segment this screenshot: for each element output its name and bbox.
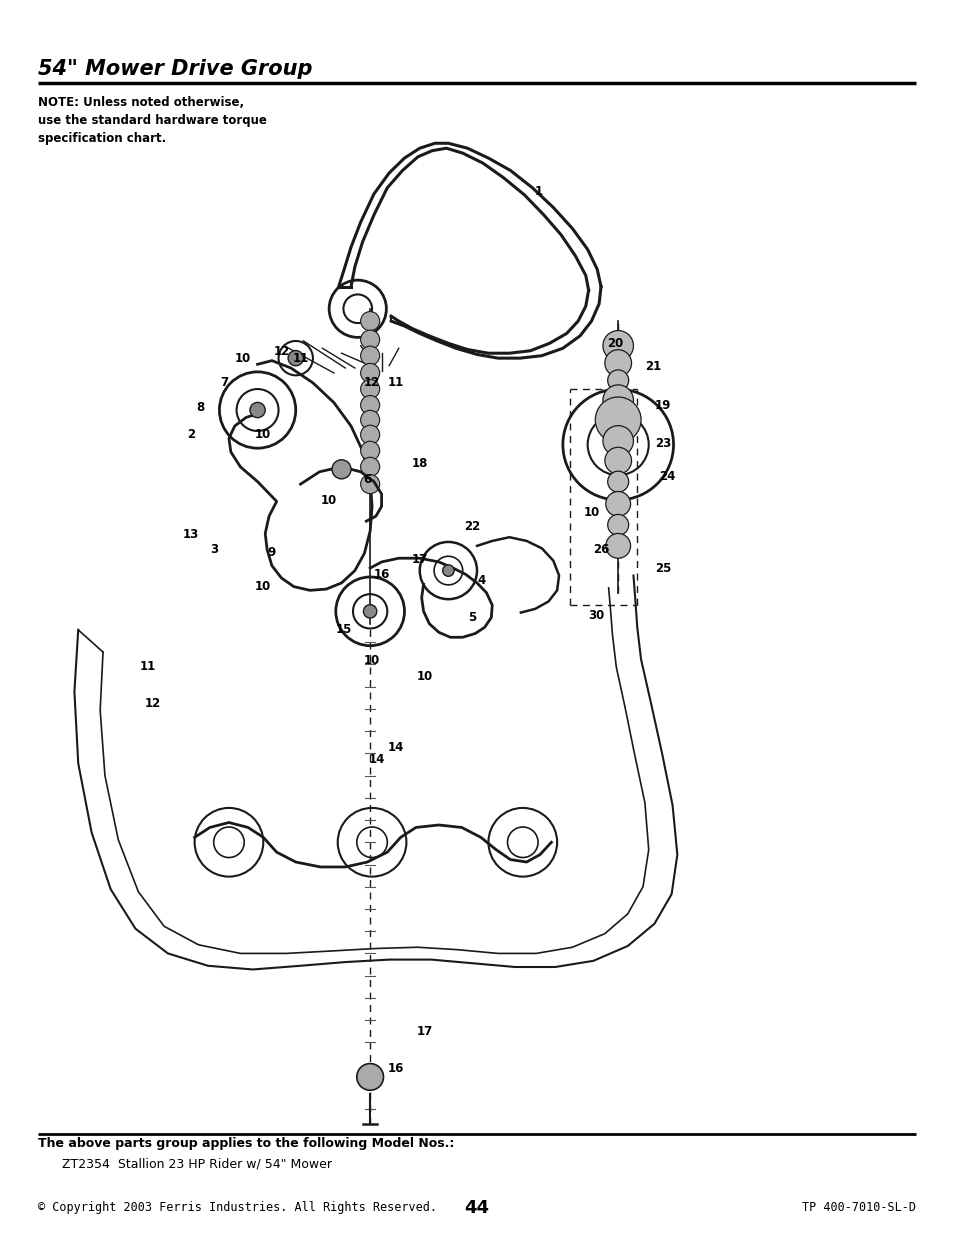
Ellipse shape [595,396,640,443]
Text: 7: 7 [220,377,228,389]
Text: 10: 10 [582,506,599,519]
Text: 5: 5 [468,611,476,624]
Ellipse shape [608,435,627,454]
Text: 20: 20 [606,337,623,350]
Text: 25: 25 [654,562,671,574]
Ellipse shape [360,457,379,477]
Ellipse shape [360,425,379,445]
Ellipse shape [356,1063,383,1091]
Text: 12: 12 [144,698,161,710]
Text: 17: 17 [416,1025,433,1037]
Ellipse shape [602,426,633,456]
Ellipse shape [605,534,630,558]
Ellipse shape [604,447,631,474]
Text: 23: 23 [654,437,671,450]
Ellipse shape [602,331,633,361]
Text: 8: 8 [196,401,204,414]
Text: 21: 21 [644,361,661,373]
Text: 24: 24 [659,471,676,483]
Text: 14: 14 [387,741,404,753]
Text: 3: 3 [211,543,218,556]
Ellipse shape [360,441,379,461]
Ellipse shape [607,472,628,492]
Text: 14: 14 [368,753,385,766]
Ellipse shape [605,492,630,516]
Ellipse shape [360,346,379,366]
Text: 2: 2 [187,429,194,441]
Text: 17: 17 [411,553,428,566]
Text: 12: 12 [273,346,290,358]
Text: 30: 30 [587,609,604,621]
Text: 10: 10 [363,655,380,667]
Ellipse shape [360,330,379,350]
Text: 10: 10 [320,494,337,506]
Text: 18: 18 [411,457,428,469]
Ellipse shape [288,351,303,366]
Ellipse shape [363,605,376,618]
Ellipse shape [602,385,633,415]
Text: 4: 4 [477,574,485,587]
Text: 11: 11 [139,661,156,673]
Ellipse shape [360,410,379,430]
Text: The above parts group applies to the following Model Nos.:: The above parts group applies to the fol… [38,1137,454,1151]
Text: 22: 22 [463,520,480,532]
Ellipse shape [332,459,351,479]
Ellipse shape [250,403,265,417]
Text: 10: 10 [253,580,271,593]
Ellipse shape [360,395,379,415]
Text: 6: 6 [363,473,371,485]
Text: 10: 10 [234,352,252,364]
Text: 9: 9 [268,546,275,558]
Ellipse shape [607,370,628,390]
Text: ZT2354  Stallion 23 HP Rider w/ 54" Mower: ZT2354 Stallion 23 HP Rider w/ 54" Mower [38,1157,332,1171]
Ellipse shape [360,474,379,494]
Ellipse shape [360,379,379,399]
Text: 15: 15 [335,624,352,636]
Ellipse shape [360,363,379,383]
Ellipse shape [604,350,631,377]
Ellipse shape [360,311,379,331]
Text: 11: 11 [292,352,309,364]
Text: 26: 26 [592,543,609,556]
Text: NOTE: Unless noted otherwise,
use the standard hardware torque
specification cha: NOTE: Unless noted otherwise, use the st… [38,96,267,146]
Text: 10: 10 [416,671,433,683]
Text: 10: 10 [253,429,271,441]
Text: 16: 16 [387,1062,404,1074]
Text: 54" Mower Drive Group: 54" Mower Drive Group [38,59,313,79]
Text: 16: 16 [373,568,390,580]
Text: 11: 11 [387,377,404,389]
Text: 19: 19 [654,399,671,411]
Text: TP 400-7010-SL-D: TP 400-7010-SL-D [801,1202,915,1214]
Text: 12: 12 [363,377,380,389]
Ellipse shape [442,564,454,577]
Ellipse shape [607,515,628,535]
Text: 1: 1 [535,185,542,198]
Text: 13: 13 [182,529,199,541]
Text: 44: 44 [464,1199,489,1216]
Text: © Copyright 2003 Ferris Industries. All Rights Reserved.: © Copyright 2003 Ferris Industries. All … [38,1202,436,1214]
